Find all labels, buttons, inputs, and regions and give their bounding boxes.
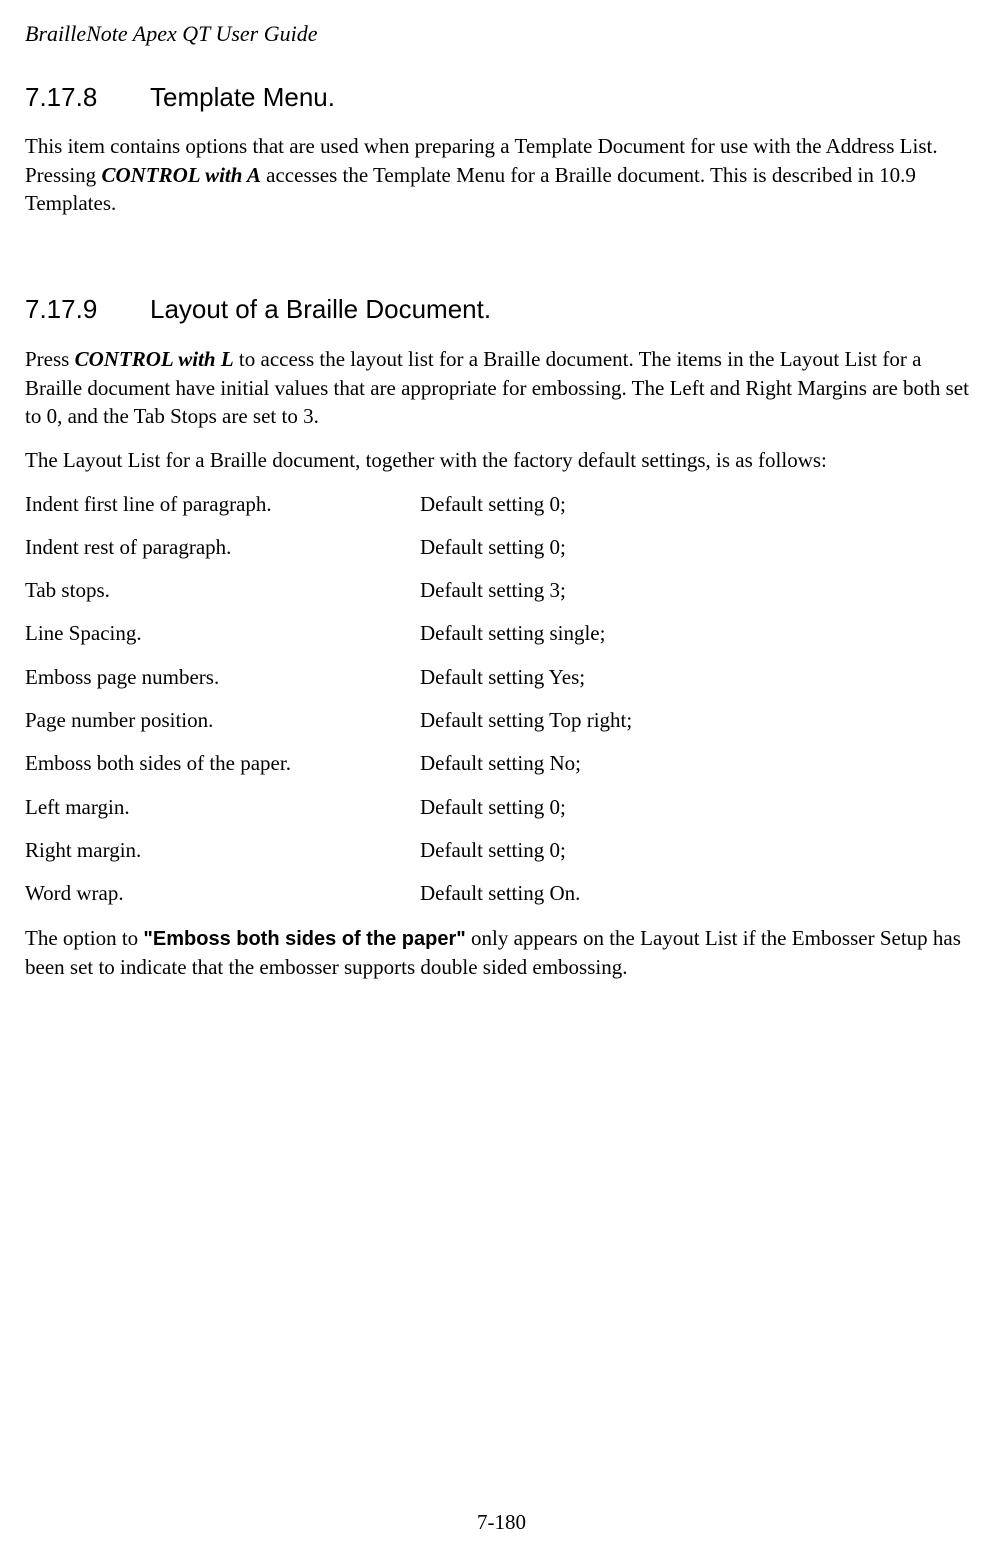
page-number: 7-180	[477, 1510, 526, 1534]
layout-row: Word wrap. Default setting On.	[25, 880, 978, 907]
layout-row: Left margin. Default setting 0;	[25, 794, 978, 821]
layout-value: Default setting No;	[420, 750, 978, 777]
layout-label: Left margin.	[25, 794, 420, 821]
layout-value: Default setting single;	[420, 620, 978, 647]
section-spacer	[25, 233, 978, 293]
header-title: BrailleNote Apex QT User Guide	[25, 21, 318, 46]
emphasized-option: "Emboss both sides of the paper"	[143, 928, 465, 950]
keyboard-shortcut: CONTROL with L	[75, 347, 234, 371]
text-part: Press	[25, 347, 75, 371]
layout-row: Indent rest of paragraph. Default settin…	[25, 534, 978, 561]
layout-label: Page number position.	[25, 707, 420, 734]
page-footer: 7-180	[0, 1509, 1003, 1536]
section-title: Template Menu.	[150, 82, 335, 112]
layout-list: Indent first line of paragraph. Default …	[25, 491, 978, 908]
section1-paragraph: This item contains options that are used…	[25, 132, 978, 217]
layout-value: Default setting Yes;	[420, 664, 978, 691]
layout-label: Word wrap.	[25, 880, 420, 907]
layout-row: Emboss both sides of the paper. Default …	[25, 750, 978, 777]
page-header: BrailleNote Apex QT User Guide	[25, 20, 978, 49]
layout-value: Default setting 3;	[420, 577, 978, 604]
layout-label: Indent first line of paragraph.	[25, 491, 420, 518]
layout-label: Line Spacing.	[25, 620, 420, 647]
layout-value: Default setting 0;	[420, 794, 978, 821]
layout-row: Emboss page numbers. Default setting Yes…	[25, 664, 978, 691]
layout-row: Indent first line of paragraph. Default …	[25, 491, 978, 518]
section-title: Layout of a Braille Document.	[150, 294, 491, 324]
layout-label: Tab stops.	[25, 577, 420, 604]
layout-label: Emboss both sides of the paper.	[25, 750, 420, 777]
layout-row: Tab stops. Default setting 3;	[25, 577, 978, 604]
layout-row: Right margin. Default setting 0;	[25, 837, 978, 864]
keyboard-shortcut: CONTROL with A	[101, 163, 260, 187]
layout-label: Right margin.	[25, 837, 420, 864]
section2-footnote: The option to "Emboss both sides of the …	[25, 924, 978, 981]
layout-list-intro: The Layout List for a Braille document, …	[25, 446, 978, 474]
text-part: The option to	[25, 926, 143, 950]
layout-row: Line Spacing. Default setting single;	[25, 620, 978, 647]
section-number: 7.17.8	[25, 81, 150, 115]
section-heading-layout: 7.17.9Layout of a Braille Document.	[25, 293, 978, 327]
layout-value: Default setting 0;	[420, 491, 978, 518]
section2-intro: Press CONTROL with L to access the layou…	[25, 345, 978, 430]
section-number: 7.17.9	[25, 293, 150, 327]
layout-label: Emboss page numbers.	[25, 664, 420, 691]
layout-label: Indent rest of paragraph.	[25, 534, 420, 561]
layout-value: Default setting Top right;	[420, 707, 978, 734]
layout-value: Default setting 0;	[420, 534, 978, 561]
layout-row: Page number position. Default setting To…	[25, 707, 978, 734]
layout-value: Default setting 0;	[420, 837, 978, 864]
section-heading-template: 7.17.8Template Menu.	[25, 81, 978, 115]
layout-value: Default setting On.	[420, 880, 978, 907]
